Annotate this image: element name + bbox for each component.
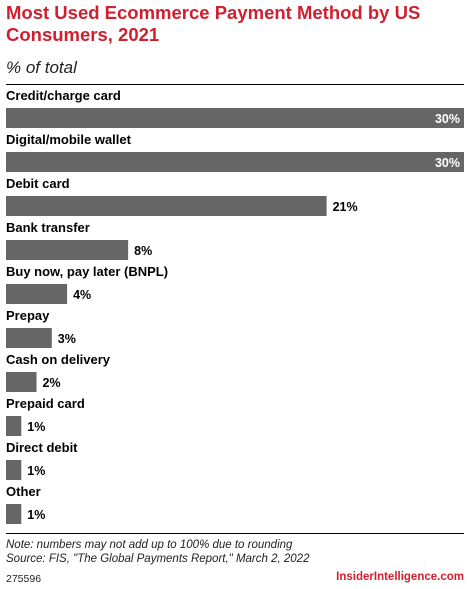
bar-bank-transfer: [6, 240, 129, 260]
category-label-digital-mobile-wallet: Digital/mobile wallet: [6, 132, 132, 147]
category-label-cash-on-delivery: Cash on delivery: [6, 352, 111, 367]
value-label-cash-on-delivery: 2%: [43, 376, 61, 390]
category-label-prepaid-card: Prepaid card: [6, 396, 85, 411]
category-label-prepay: Prepay: [6, 308, 50, 323]
value-label-credit-charge-card: 30%: [435, 112, 460, 126]
value-label-buy-now-pay-later-bnpl: 4%: [73, 288, 91, 302]
source-text: Source: FIS, "The Global Payments Report…: [6, 553, 310, 565]
category-label-other: Other: [6, 484, 41, 499]
category-label-buy-now-pay-later-bnpl: Buy now, pay later (BNPL): [6, 264, 168, 279]
category-label-credit-charge-card: Credit/charge card: [6, 88, 121, 103]
bar-chart: Credit/charge card 30% Digital/mobile wall…: [6, 88, 464, 524]
value-label-other: 1%: [27, 508, 45, 522]
bar-direct-debit: [6, 460, 22, 480]
value-label-debit-card: 21%: [333, 200, 358, 214]
bar-debit-card: [6, 196, 327, 216]
value-label-prepay: 3%: [58, 332, 76, 346]
chart-id: 275596: [6, 573, 42, 585]
chart-subtitle: % of total: [6, 58, 77, 77]
value-label-bank-transfer: 8%: [134, 244, 152, 258]
brand-logo: InsiderIntelligence.com: [336, 571, 464, 583]
category-label-debit-card: Debit card: [6, 176, 70, 191]
bar-buy-now-pay-later-bnpl: [6, 284, 68, 304]
note-text: Note: numbers may not add up to 100% due…: [6, 539, 293, 551]
footnote: Note: numbers may not add up to 100% due…: [6, 538, 309, 566]
value-label-direct-debit: 1%: [27, 464, 45, 478]
bottom-divider: [6, 533, 464, 534]
value-label-prepaid-card: 1%: [27, 420, 45, 434]
bar-other: [6, 504, 22, 524]
bar-prepay: [6, 328, 52, 348]
bar-credit-charge-card: [6, 108, 464, 128]
bar-cash-on-delivery: [6, 372, 37, 392]
value-label-digital-mobile-wallet: 30%: [435, 156, 460, 170]
top-divider: [6, 84, 464, 85]
category-label-direct-debit: Direct debit: [6, 440, 78, 455]
category-label-bank-transfer: Bank transfer: [6, 220, 90, 235]
bar-digital-mobile-wallet: [6, 152, 464, 172]
bar-prepaid-card: [6, 416, 22, 436]
chart-title: Most Used Ecommerce Payment Method by US…: [6, 2, 421, 45]
